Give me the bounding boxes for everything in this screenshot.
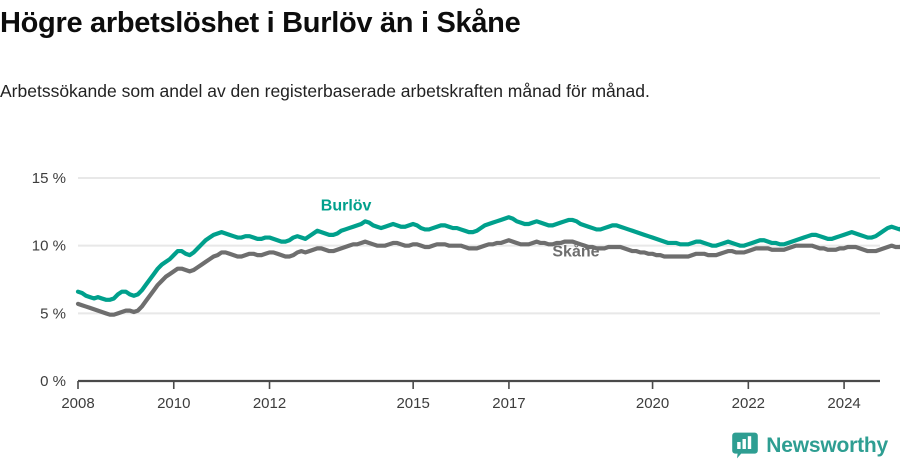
x-axis-tick-label: 2008 <box>61 395 94 412</box>
x-axis-tick-label: 2010 <box>157 395 190 412</box>
x-axis-tick-label: 2020 <box>636 395 669 412</box>
y-axis-tick-label: 15 % <box>32 170 66 187</box>
logo-text: Newsworthy <box>766 433 888 457</box>
y-axis-tick-labels: 0 % 5 % 10 % 15 % <box>32 170 66 390</box>
bar-chart-bubble-icon <box>732 432 759 459</box>
series-label-skåne: Skåne <box>552 242 599 260</box>
x-axis-tick-label: 2017 <box>492 395 525 412</box>
chart-container: 0 % 5 % 10 % 15 % 2008 2010 2012 2015 2017 2020 2… <box>0 150 900 420</box>
chart-footer: Newsworthy <box>0 424 900 474</box>
series-lines <box>75 215 900 317</box>
series-inline-labels: Burlöv Skåne <box>321 197 600 260</box>
series-line-skåne <box>75 238 900 317</box>
line-chart: 0 %5 %10 %15 % 2008 2010 2012 2015 2017 2020 2… <box>32 170 900 412</box>
y-axis-tick-label: 5 % <box>40 305 66 322</box>
x-axis-tick-label: 2015 <box>396 395 429 412</box>
newsworthy-logo[interactable]: Newsworthy <box>732 432 888 459</box>
x-axis-ticks <box>77 381 845 389</box>
page-subtitle: Arbetssökande som andel av den registerb… <box>0 81 650 101</box>
y-axis-tick-label: 10 % <box>32 238 66 255</box>
x-axis-tick-label: 2024 <box>827 395 860 412</box>
x-axis-tick-label: 2022 <box>732 395 765 412</box>
x-axis-tick-labels: 2008 2010 2012 2015 2017 2020 2022 2024 <box>61 395 860 412</box>
x-axis-tick-label: 2012 <box>253 395 286 412</box>
series-line-burlöv <box>75 215 900 302</box>
page-title: Högre arbetslöshet i Burlöv än i Skåne <box>0 7 521 39</box>
y-axis-tick-label: 0 % <box>40 373 66 390</box>
series-label-burlöv: Burlöv <box>321 197 372 214</box>
